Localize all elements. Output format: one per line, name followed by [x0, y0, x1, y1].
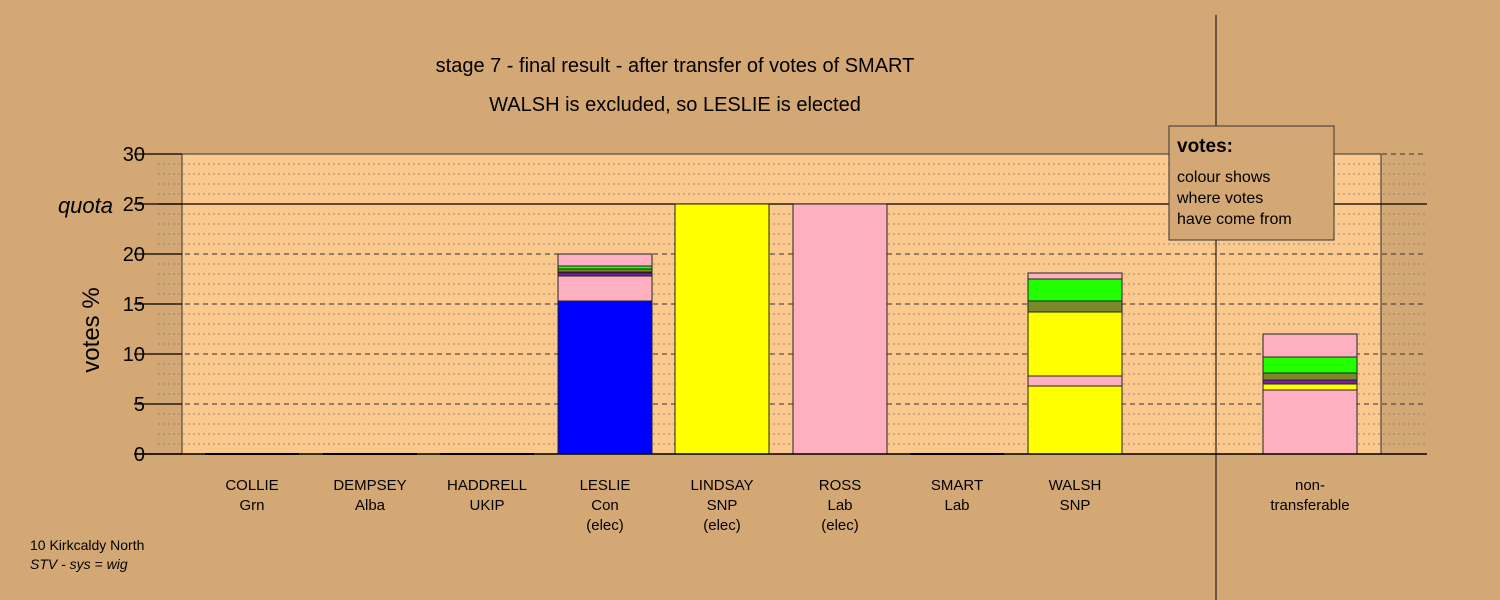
legend-frame [1168, 125, 1335, 241]
candidate-name: LESLIE [580, 477, 631, 494]
y-axis: 0 5 10 15 20 25 30 [123, 144, 1427, 466]
y-tick-label: 30 [123, 144, 145, 166]
y-tick-label: 10 [123, 344, 145, 366]
candidate-party: Con [591, 497, 619, 514]
bar-segment [792, 203, 888, 455]
bar-segment [557, 300, 653, 455]
bar-segment [1262, 389, 1358, 455]
legend-line-2: where votes [1176, 190, 1263, 207]
bar-segment [1262, 356, 1358, 374]
bar-segment [557, 275, 653, 302]
bar-segment [674, 203, 770, 455]
chart-title: stage 7 - final result - after transfer … [436, 55, 915, 77]
bar-segment [1027, 278, 1123, 302]
legend-line-3: have come from [1177, 211, 1292, 228]
chart-subtitle: WALSH is excluded, so LESLIE is elected [489, 94, 861, 116]
bar-segment [557, 253, 653, 267]
quota-label: quota [58, 193, 113, 218]
candidate-name: COLLIE [225, 477, 278, 494]
bar-segment [1027, 272, 1123, 280]
bars [205, 203, 1358, 455]
y-tick-label: 20 [123, 244, 145, 266]
candidate-name: LINDSAY [690, 477, 753, 494]
candidate-status: (elec) [586, 517, 624, 534]
candidate-party: Alba [355, 497, 386, 514]
candidate-party: Lab [827, 497, 852, 514]
constituency-label: 10 Kirkcaldy North [30, 537, 144, 553]
legend-box: votes: colour shows where votes have com… [1168, 125, 1335, 241]
bar-segment [1027, 300, 1123, 313]
y-tick-label: 5 [134, 394, 145, 416]
candidate-status: (elec) [703, 517, 741, 534]
legend-title: votes: [1177, 136, 1233, 157]
y-tick-label: 15 [123, 294, 145, 316]
bar-segment [1262, 372, 1358, 381]
bar-segment [1262, 383, 1358, 391]
candidate-name: WALSH [1049, 477, 1102, 494]
candidate-name: SMART [931, 477, 983, 494]
candidate-party: Grn [239, 497, 264, 514]
candidate-status: (elec) [821, 517, 859, 534]
bar-segment [1262, 379, 1358, 385]
candidate-party: SNP [707, 497, 738, 514]
candidate-name: ROSS [819, 477, 862, 494]
bar-segment [1027, 375, 1123, 387]
bar-segment [1027, 311, 1123, 377]
bar-segment [1262, 333, 1358, 358]
system-label: STV - sys = wig [30, 556, 128, 572]
candidate-party: Lab [944, 497, 969, 514]
candidate-party: SNP [1060, 497, 1091, 514]
category-labels: COLLIE Grn DEMPSEY Alba HADDRELL UKIP LESLIE Co… [225, 477, 1349, 534]
candidate-name: DEMPSEY [333, 477, 406, 494]
y-tick-label: 0 [134, 444, 145, 466]
candidate-party: UKIP [469, 497, 504, 514]
bar-segment [1027, 385, 1123, 455]
y-tick-label: 25 [123, 194, 145, 216]
legend-line-1: colour shows [1177, 169, 1270, 186]
candidate-name: non- [1295, 477, 1325, 494]
y-axis-label: votes % [78, 287, 105, 372]
candidate-party: transferable [1270, 497, 1349, 514]
candidate-name: HADDRELL [447, 477, 527, 494]
